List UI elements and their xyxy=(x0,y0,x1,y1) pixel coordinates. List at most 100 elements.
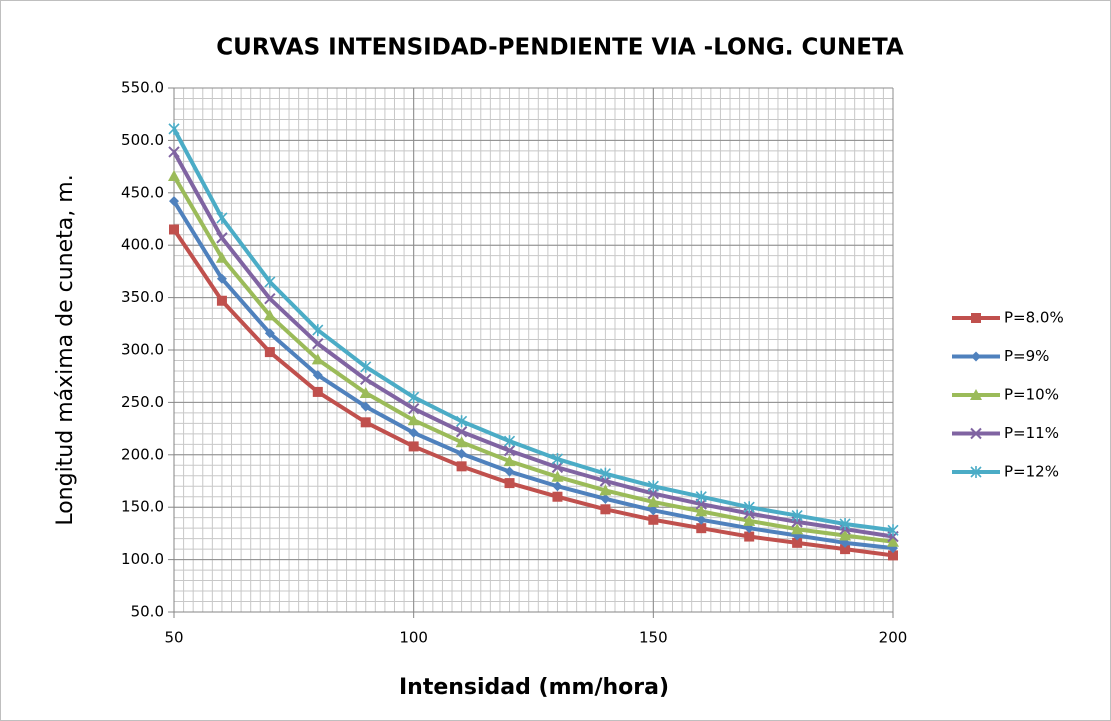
marker xyxy=(311,353,324,365)
marker xyxy=(791,523,804,535)
series-line xyxy=(172,175,894,544)
marker xyxy=(503,455,516,467)
marker xyxy=(312,370,323,381)
marker xyxy=(407,414,420,426)
marker xyxy=(887,524,899,537)
marker xyxy=(887,535,899,547)
marker xyxy=(840,544,851,555)
chart-title: CURVAS INTENSIDAD-PENDIENTE VIA -LONG. C… xyxy=(216,35,904,61)
marker xyxy=(408,391,420,404)
marker xyxy=(743,501,755,514)
marker xyxy=(169,224,179,235)
marker xyxy=(647,480,659,493)
marker xyxy=(216,211,228,224)
marker xyxy=(312,338,324,350)
x-tick-label: 150 xyxy=(639,629,668,647)
marker xyxy=(263,309,276,321)
marker xyxy=(600,493,611,504)
marker xyxy=(408,441,419,452)
legend-marker xyxy=(971,351,981,362)
marker xyxy=(647,495,660,507)
marker xyxy=(169,196,179,207)
legend-label: P=11% xyxy=(1004,424,1059,442)
series-line xyxy=(172,150,894,539)
marker xyxy=(264,347,275,358)
y-tick-label: 50.0 xyxy=(131,603,164,621)
marker xyxy=(168,122,180,135)
marker xyxy=(216,232,228,244)
marker xyxy=(743,514,756,526)
marker xyxy=(696,514,707,525)
legend-marker xyxy=(970,389,982,400)
marker xyxy=(600,504,611,515)
marker xyxy=(504,478,515,489)
marker xyxy=(695,490,707,503)
marker xyxy=(551,452,564,465)
y-tick-label: 200.0 xyxy=(121,445,164,463)
series-line xyxy=(172,200,894,551)
marker xyxy=(264,292,276,305)
marker xyxy=(360,360,372,373)
marker xyxy=(216,273,227,284)
y-axis-label: Longitud máxima de cuneta, m. xyxy=(53,174,78,525)
marker xyxy=(551,470,564,482)
marker xyxy=(312,386,323,397)
marker xyxy=(599,467,611,480)
marker xyxy=(839,529,852,541)
y-tick-label: 500.0 xyxy=(121,131,164,149)
marker xyxy=(312,324,324,337)
marker xyxy=(696,523,707,534)
marker xyxy=(791,509,803,522)
y-tick-label: 100.0 xyxy=(121,550,164,568)
y-tick-label: 350.0 xyxy=(121,288,164,306)
marker xyxy=(360,401,371,412)
marker xyxy=(216,295,227,306)
marker xyxy=(360,417,371,428)
legend-label: P=9% xyxy=(1004,347,1049,365)
marker xyxy=(839,517,851,530)
x-tick-label: 50 xyxy=(164,629,183,647)
marker xyxy=(648,505,659,516)
legend-marker xyxy=(971,313,981,323)
marker xyxy=(792,537,803,548)
x-tick-label: 100 xyxy=(399,629,428,647)
legend-label: P=12% xyxy=(1004,463,1059,481)
y-tick-label: 250.0 xyxy=(121,393,164,411)
y-tick-label: 300.0 xyxy=(121,341,164,359)
marker xyxy=(744,531,755,542)
marker xyxy=(456,461,467,472)
y-tick-label: 400.0 xyxy=(121,236,164,254)
legend-label: P=10% xyxy=(1004,386,1059,404)
series-line xyxy=(172,127,894,533)
marker xyxy=(503,444,516,457)
marker xyxy=(408,427,419,438)
marker xyxy=(599,484,612,496)
marker xyxy=(264,275,276,288)
y-tick-label: 450.0 xyxy=(121,183,164,201)
marker xyxy=(264,328,275,339)
series-line xyxy=(172,228,894,558)
marker xyxy=(552,481,563,492)
marker xyxy=(456,415,468,428)
legend-label: P=8.0% xyxy=(1004,309,1064,327)
marker xyxy=(407,402,420,415)
marker xyxy=(168,146,180,158)
legend-marker xyxy=(970,427,982,440)
marker xyxy=(360,373,372,386)
marker xyxy=(456,448,467,459)
marker xyxy=(359,386,372,398)
x-tick-label: 200 xyxy=(879,629,908,647)
marker xyxy=(503,435,516,448)
marker xyxy=(648,514,659,525)
marker xyxy=(552,491,563,502)
marker xyxy=(455,436,468,448)
marker xyxy=(551,461,564,474)
marker xyxy=(888,550,898,561)
x-axis-label: Intensidad (mm/hora) xyxy=(399,675,669,700)
y-tick-label: 150.0 xyxy=(121,498,164,516)
y-tick-label: 550.0 xyxy=(121,79,164,97)
marker xyxy=(695,505,708,517)
marker xyxy=(215,251,228,263)
marker xyxy=(504,466,515,477)
